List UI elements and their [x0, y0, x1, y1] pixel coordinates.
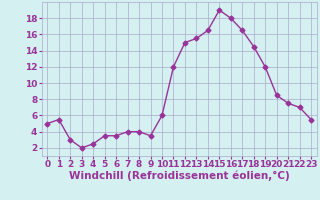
X-axis label: Windchill (Refroidissement éolien,°C): Windchill (Refroidissement éolien,°C)	[69, 171, 290, 181]
